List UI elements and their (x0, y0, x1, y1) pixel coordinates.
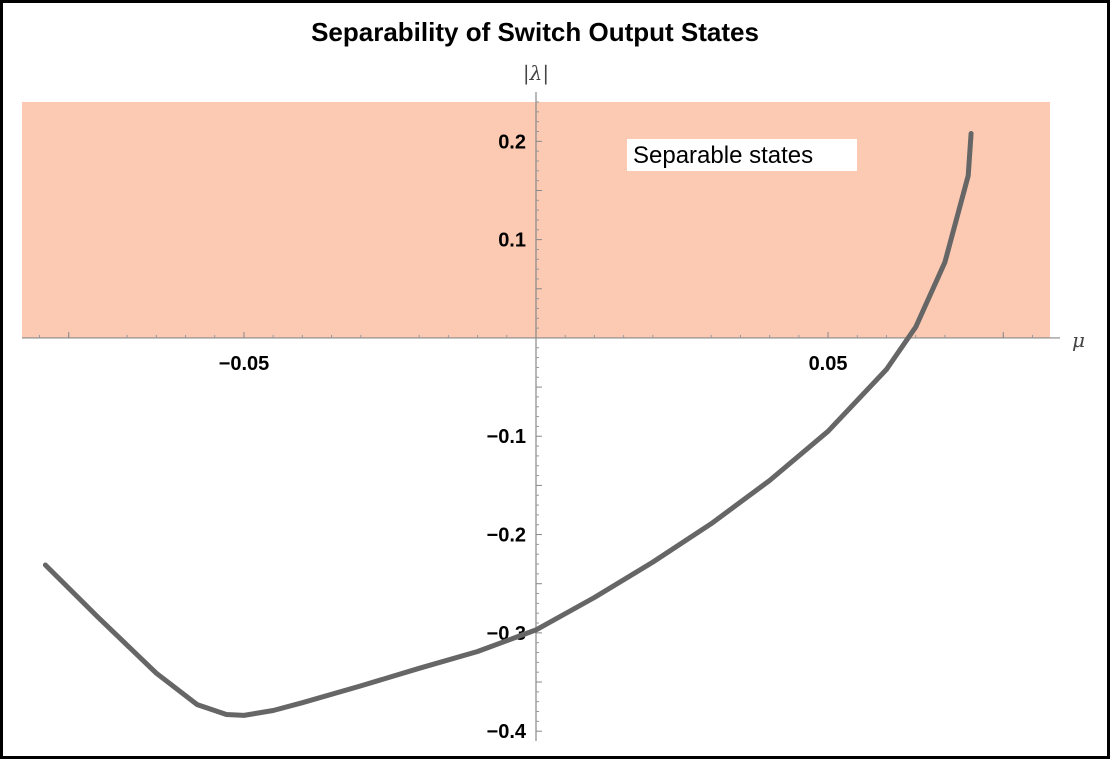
x-tick-label: 0.05 (809, 353, 848, 375)
y-tick-label: 0.2 (498, 131, 526, 153)
region-label: Separable states (633, 142, 813, 169)
region-label-background (627, 139, 857, 171)
y-tick-label: 0.1 (498, 230, 526, 252)
y-tick-label: −0.2 (487, 525, 526, 547)
series (42, 131, 974, 718)
major-ticks (68, 140, 1004, 732)
tick-labels: −0.05 0.05−0.4−0.3−0.2−0.10.10.2 (219, 131, 848, 743)
chart-title: Separability of Switch Output States (311, 17, 759, 47)
y-axis-label: |λ| (523, 61, 549, 86)
x-tick-label: −0.05 (219, 353, 270, 375)
y-tick-label: −0.4 (487, 721, 527, 743)
x-axis-label: μ (1072, 328, 1085, 352)
y-tick-label: −0.1 (487, 426, 526, 448)
series-line (42, 131, 974, 718)
